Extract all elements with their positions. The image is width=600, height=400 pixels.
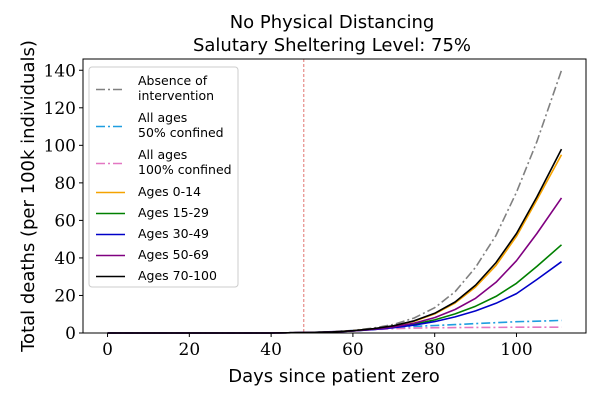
- x-axis-label: Days since patient zero: [228, 366, 439, 387]
- legend-label: Ages 50-69: [138, 247, 209, 262]
- x-tick-label: 80: [424, 340, 446, 360]
- legend-item-7: Ages 70-100: [96, 268, 217, 283]
- chart-title-line-2: Salutary Sheltering Level: 75%: [193, 35, 471, 56]
- y-tick-label: 80: [54, 174, 76, 194]
- y-tick-label: 140: [44, 61, 76, 81]
- y-tick-label: 120: [44, 99, 76, 119]
- legend-label: Ages 70-100: [138, 268, 217, 283]
- legend-label: Ages 15-29: [138, 205, 209, 220]
- x-tick-label: 100: [500, 340, 532, 360]
- y-tick-label: 40: [54, 249, 76, 269]
- y-axis-label: Total deaths (per 100k individuals): [18, 40, 39, 353]
- legend-item-6: Ages 50-69: [96, 247, 209, 262]
- legend-label: Absence of: [138, 73, 208, 88]
- legend-item-5: Ages 30-49: [96, 226, 209, 241]
- y-tick-label: 100: [44, 136, 76, 156]
- y-tick-label: 20: [54, 286, 76, 306]
- plot-frame: [82, 58, 587, 334]
- x-tick-label: 20: [179, 340, 201, 360]
- y-tick-label: 0: [65, 324, 76, 344]
- legend-label: All ages: [138, 110, 187, 125]
- legend-box: [88, 66, 239, 288]
- axis-ticks: 0 20 40 60 80 100 0 20 40 60 80 100 120 140: [44, 61, 533, 360]
- chart-title-line-1: No Physical Distancing: [230, 12, 435, 33]
- legend-label: All ages: [138, 147, 187, 162]
- legend-label: Ages 30-49: [138, 226, 209, 241]
- legend-label: intervention: [138, 88, 214, 103]
- legend-label: 100% confined: [138, 162, 232, 177]
- legend-label: Ages 0-14: [138, 184, 201, 199]
- y-tick-label: 60: [54, 211, 76, 231]
- legend-label: 50% confined: [138, 125, 224, 140]
- x-tick-label: 40: [260, 340, 282, 360]
- legend-item-3: Ages 0-14: [96, 184, 201, 199]
- x-tick-label: 60: [342, 340, 364, 360]
- x-tick-label: 0: [102, 340, 113, 360]
- legend-item-4: Ages 15-29: [96, 205, 209, 220]
